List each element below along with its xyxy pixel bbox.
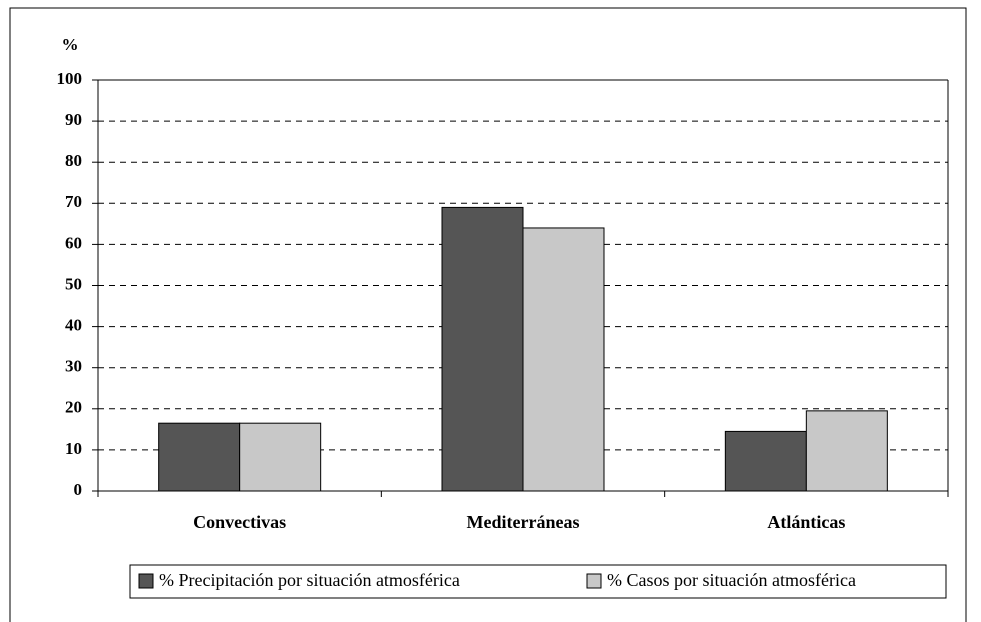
y-tick-label: 100 [57,69,83,88]
y-tick-label: 80 [65,151,82,170]
bar [239,422,322,492]
chart-frame [9,7,967,622]
bar [522,227,605,492]
y-tick-label: 70 [65,192,82,211]
y-tick-label: 10 [65,439,82,458]
y-tick-label: 0 [74,480,83,499]
x-tick-label: Mediterráneas [467,512,580,532]
y-tick-label: 20 [65,398,82,417]
bar [724,430,807,492]
y-axis-label: % [62,35,79,54]
x-tick-label: Convectivas [193,512,286,532]
x-tick-label: Atlánticas [767,512,845,532]
legend-box [129,564,947,599]
bar [805,410,888,492]
legend-swatch [138,573,154,589]
legend-label: % Precipitación por situación atmosféric… [159,570,460,590]
y-tick-label: 40 [65,316,82,335]
bar [441,206,524,492]
y-tick-label: 90 [65,110,82,129]
legend-swatch [586,573,602,589]
legend-label: % Casos por situación atmosférica [607,570,856,590]
y-tick-label: 60 [65,233,82,252]
y-tick-label: 50 [65,274,82,293]
y-tick-label: 30 [65,357,82,376]
bar [158,422,241,492]
